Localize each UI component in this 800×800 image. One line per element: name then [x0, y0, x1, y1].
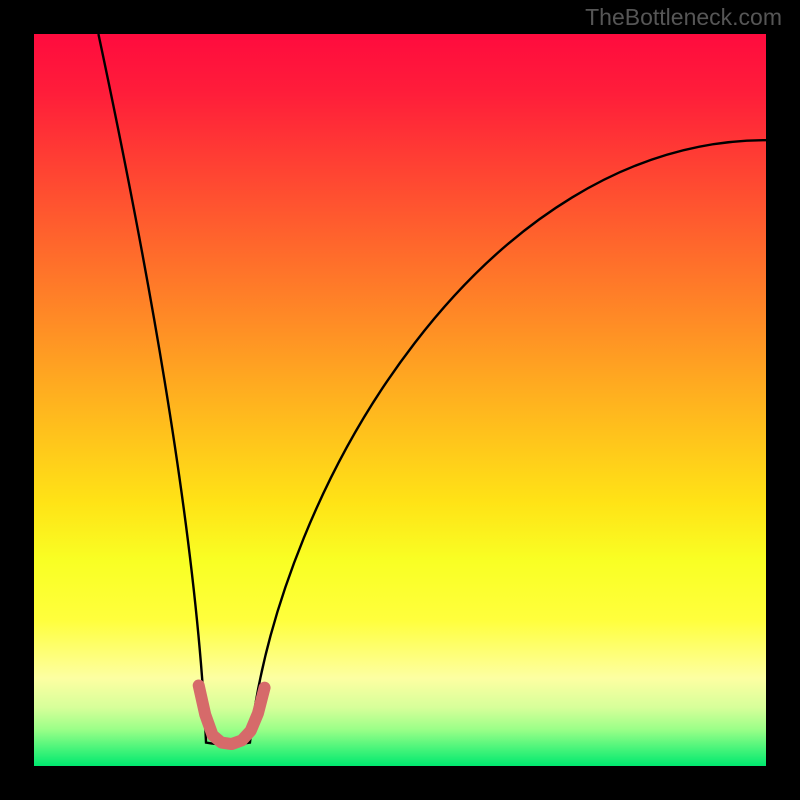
watermark-text: TheBottleneck.com [585, 4, 782, 31]
gradient-background [34, 34, 766, 766]
bottleneck-chart [0, 0, 800, 800]
